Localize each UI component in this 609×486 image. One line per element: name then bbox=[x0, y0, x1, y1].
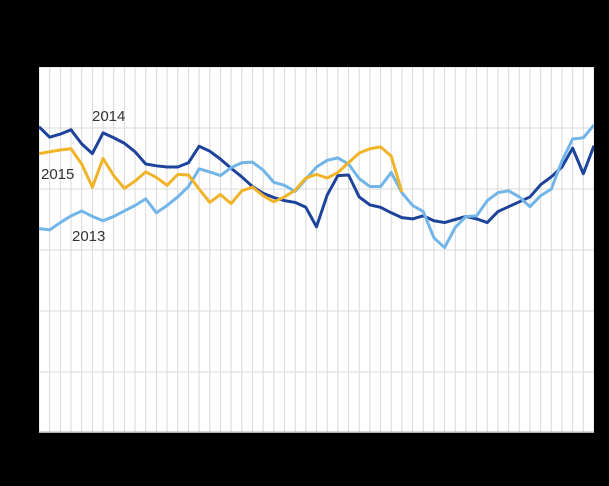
series-2015-line bbox=[39, 145, 404, 206]
series-2013-line bbox=[39, 123, 594, 250]
plot-area: 2014 2015 2013 bbox=[39, 67, 594, 433]
series-label-2014: 2014 bbox=[92, 108, 126, 125]
gridlines bbox=[39, 67, 594, 433]
series-label-2015: 2015 bbox=[41, 166, 75, 183]
series-2014-line bbox=[39, 125, 594, 229]
chart-svg bbox=[39, 67, 594, 433]
series-label-2013: 2013 bbox=[72, 228, 106, 245]
